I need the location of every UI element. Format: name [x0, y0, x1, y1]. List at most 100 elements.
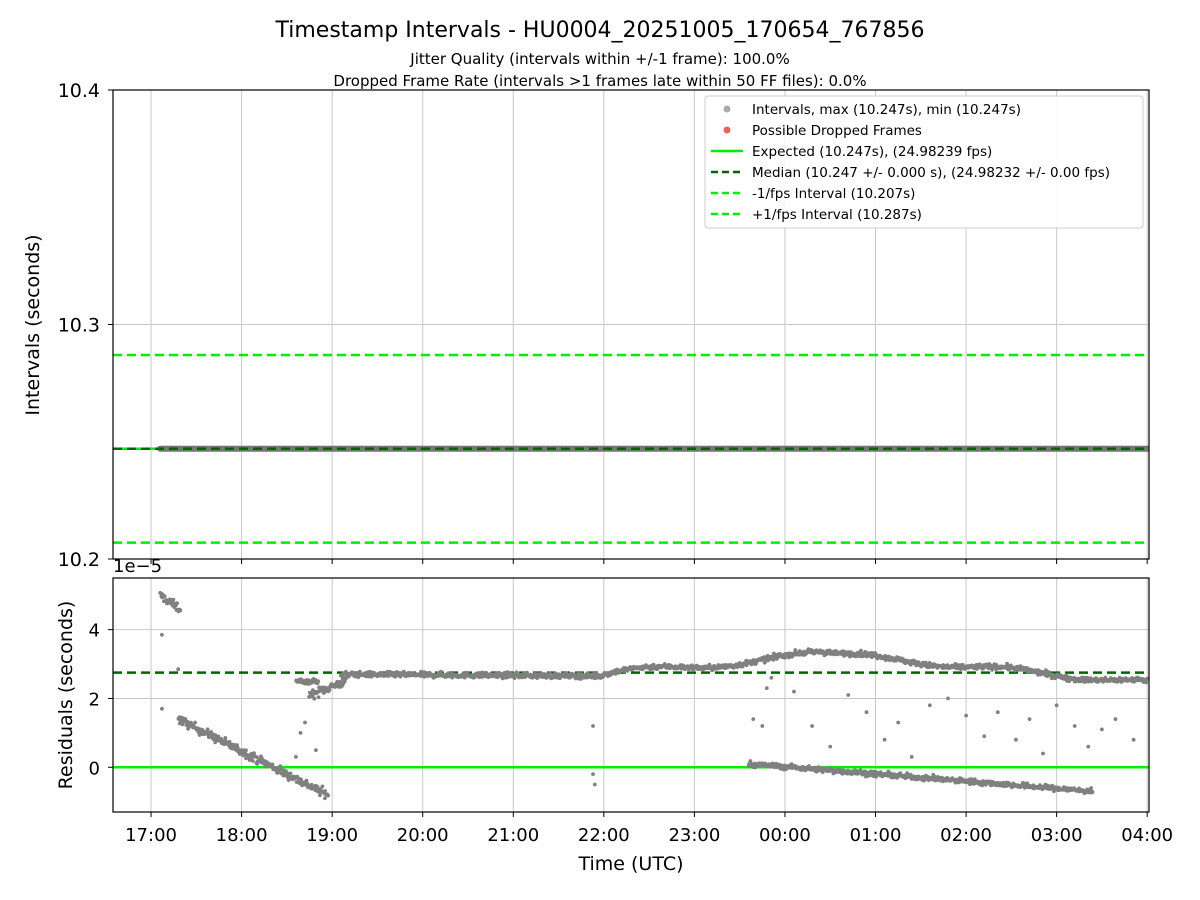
intervals-x-ticks [150, 559, 1148, 564]
residual-point [748, 759, 753, 763]
interval-point [836, 446, 842, 452]
interval-point [569, 446, 575, 452]
interval-point [655, 446, 661, 452]
interval-point [1085, 446, 1091, 452]
residual-point [548, 671, 552, 676]
residual-outlier-point [298, 731, 303, 735]
legend-label-dropped: Possible Dropped Frames [752, 123, 922, 139]
interval-point [977, 446, 983, 452]
interval-point [334, 446, 340, 452]
residual-point [789, 762, 794, 767]
legend-box [704, 95, 1144, 229]
residual-outlier-point [591, 772, 595, 776]
residual-outlier-point [792, 689, 796, 694]
residuals-xlabel: Time (UTC) [577, 853, 683, 875]
interval-point [990, 446, 996, 452]
residual-outlier-point [1054, 703, 1059, 708]
interval-point [275, 446, 281, 452]
residual-point [323, 789, 327, 793]
interval-point [488, 446, 494, 452]
residuals-marks [113, 591, 1149, 801]
residual-outlier-point [1086, 744, 1091, 749]
residual-outlier-point [828, 744, 833, 749]
residuals-y-tick-label: 4 [89, 621, 100, 642]
interval-point [515, 446, 521, 452]
interval-point [261, 446, 267, 452]
interval-point [1058, 446, 1064, 452]
interval-point [429, 446, 435, 452]
interval-point [641, 446, 648, 452]
residual-point [251, 759, 255, 763]
residual-outlier-point [1072, 724, 1077, 728]
interval-point [777, 446, 784, 452]
residual-point [318, 793, 322, 798]
residuals-ylabel: Residuals (seconds) [55, 601, 77, 790]
interval-point [193, 446, 199, 452]
interval-point [347, 446, 353, 452]
residual-point [1089, 786, 1093, 790]
residual-point [304, 778, 309, 783]
residual-point [244, 748, 248, 753]
legend-label-plus-fps: +1/fps Interval (10.287s) [752, 207, 922, 223]
residual-outlier-point [751, 717, 756, 721]
residual-point [316, 679, 321, 684]
interval-point [891, 446, 897, 452]
interval-point [823, 446, 829, 452]
interval-point [180, 446, 186, 452]
interval-point [1090, 446, 1096, 452]
residuals-x-tick-label: 20:00 [397, 825, 449, 846]
residuals-x-tick-label: 21:00 [487, 825, 539, 846]
interval-point [791, 446, 797, 452]
interval-point [483, 446, 489, 452]
residual-point [175, 601, 180, 606]
interval-point [737, 446, 743, 452]
residual-outlier-point [927, 703, 932, 708]
residual-point [320, 784, 325, 789]
interval-point [501, 446, 507, 452]
interval-point [528, 446, 534, 452]
interval-point [696, 446, 702, 452]
intervals-y-tick-label: 10.2 [58, 549, 100, 571]
interval-point [877, 446, 883, 452]
residual-outlier-point [176, 667, 181, 672]
residual-outlier-point [1100, 727, 1104, 732]
interval-point [1072, 446, 1078, 452]
residual-outlier-point [760, 724, 765, 728]
intervals-ylabel: Intervals (seconds) [22, 234, 44, 415]
residual-outlier-point [964, 713, 968, 718]
residual-point [1145, 676, 1149, 681]
legend-marker-intervals [723, 105, 731, 113]
interval-point [583, 446, 589, 452]
interval-point [1117, 446, 1123, 452]
residuals-x-tick-label: 02:00 [940, 825, 992, 846]
residual-point [859, 648, 863, 653]
residual-outlier-point [1131, 737, 1136, 742]
interval-point [1044, 446, 1051, 452]
residuals-y-ticks: 0 2 4 [89, 621, 113, 779]
residual-outlier-point [1027, 717, 1032, 721]
interval-point [963, 446, 969, 452]
residuals-axes-frame [112, 577, 1150, 813]
residual-point [312, 696, 317, 701]
interval-point [750, 446, 756, 452]
residuals-panel: 0 2 4 17:00 18:00 19:00 20:00 21:00 22:00 23:00 0… [55, 556, 1173, 875]
interval-point [469, 446, 476, 452]
residual-outlier-point [995, 710, 1000, 715]
intervals-marks [113, 353, 1149, 544]
intervals-y-tick-label: 10.4 [58, 80, 100, 102]
residual-point [162, 594, 167, 599]
residual-point [462, 675, 467, 680]
interval-point [809, 446, 815, 452]
interval-point [637, 446, 643, 452]
residual-point [439, 669, 443, 674]
residual-point [205, 727, 210, 732]
residual-outlier-point [314, 748, 318, 752]
interval-point [863, 446, 870, 452]
residual-point [506, 671, 511, 676]
residual-outlier-point [160, 632, 164, 637]
residual-outlier-point [982, 734, 987, 739]
interval-point [207, 446, 213, 452]
interval-point [361, 446, 367, 452]
residual-point [171, 597, 176, 602]
